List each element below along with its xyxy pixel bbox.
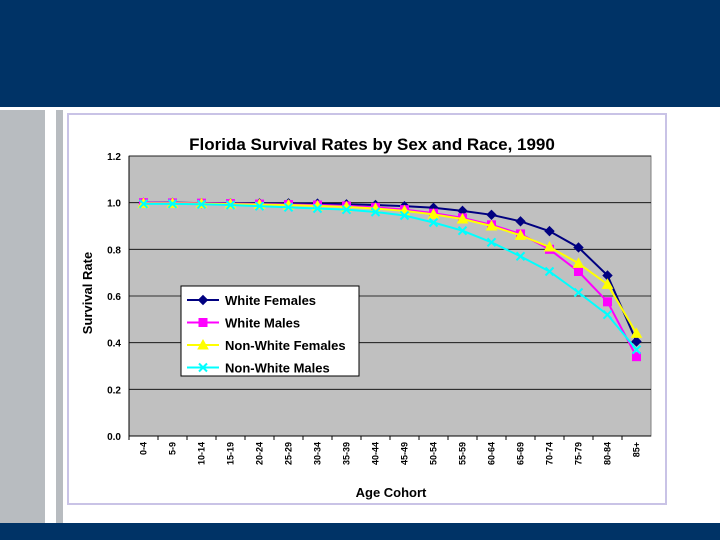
- legend-label-1: White Males: [225, 316, 300, 331]
- x-tick-label-6: 30-34: [313, 442, 323, 465]
- x-tick-label-9: 45-49: [400, 442, 410, 465]
- series-3-point-6: [312, 203, 323, 214]
- series-3-point-16: [602, 309, 613, 320]
- x-tick-label-3: 15-19: [226, 442, 236, 465]
- title-band: [0, 0, 720, 107]
- legend-swatch-marker-2: [197, 338, 209, 350]
- series-2-point-12: [485, 219, 498, 231]
- series-3-point-5: [283, 202, 294, 213]
- series-3-point-3: [225, 200, 236, 210]
- series-3-point-1: [167, 199, 178, 209]
- y-tick-label-1: 0.2: [107, 385, 121, 396]
- x-tick-label-1: 5-9: [168, 442, 178, 455]
- x-tick-label-5: 25-29: [284, 442, 294, 465]
- survival-rate-chart: Florida Survival Rates by Sex and Race, …: [80, 135, 652, 500]
- series-3-point-9: [399, 210, 410, 221]
- series-line-3: [143, 202, 638, 351]
- left-decor-thin-strip: [56, 110, 63, 523]
- x-axis-label: Age Cohort: [356, 485, 427, 500]
- series-3-point-2: [196, 199, 207, 210]
- series-3-point-12: [486, 237, 497, 248]
- series-2-point-10: [427, 208, 440, 219]
- series-3-point-0: [138, 199, 149, 209]
- y-tick-label-5: 1.0: [107, 199, 121, 210]
- y-tick-label-3: 0.6: [107, 292, 121, 303]
- x-tick-label-10: 50-54: [429, 442, 439, 465]
- series-3-point-8: [370, 207, 381, 217]
- series-1-point-16: [603, 297, 612, 307]
- x-tick-label-17: 85+: [632, 442, 642, 457]
- x-tick-label-11: 55-59: [458, 442, 468, 465]
- footer-band: [0, 523, 720, 540]
- series-2-point-14: [543, 240, 556, 252]
- series-2-point-13: [514, 229, 527, 240]
- x-tick-label-16: 80-84: [603, 442, 613, 465]
- series-1-point-17: [632, 352, 641, 362]
- x-tick-label-14: 70-74: [545, 442, 555, 465]
- series-2-point-15: [572, 257, 585, 268]
- chart-title: Florida Survival Rates by Sex and Race, …: [189, 135, 555, 154]
- y-tick-label-4: 0.8: [107, 245, 121, 256]
- series-3-point-14: [544, 266, 555, 277]
- series-3-point-4: [254, 201, 265, 211]
- series-0-point-12: [486, 209, 497, 221]
- series-3-point-11: [457, 225, 468, 236]
- series-2-point-17: [630, 327, 643, 338]
- x-tick-label-15: 75-79: [574, 442, 584, 465]
- legend-label-3: Non-White Males: [225, 361, 330, 376]
- series-3-point-17: [631, 344, 642, 355]
- series-0-point-13: [515, 216, 526, 227]
- x-tick-label-8: 40-44: [371, 442, 381, 465]
- series-3-point-15: [573, 287, 584, 298]
- series-3-point-13: [515, 251, 526, 262]
- y-axis-label: Survival Rate: [80, 252, 95, 334]
- series-0-point-17: [631, 336, 642, 347]
- x-tick-label-0: 0-4: [139, 442, 149, 455]
- series-3-point-10: [428, 217, 439, 228]
- series-2-point-16: [601, 278, 614, 289]
- x-tick-label-2: 10-14: [197, 442, 207, 465]
- series-0-point-14: [544, 225, 555, 237]
- x-tick-label-13: 65-69: [516, 442, 526, 465]
- series-0-point-15: [573, 242, 584, 253]
- legend-swatch-marker-0: [197, 294, 209, 306]
- left-decor-strip: [0, 110, 45, 523]
- x-tick-label-4: 20-24: [255, 442, 265, 465]
- y-tick-label-6: 1.2: [107, 152, 121, 163]
- series-2-point-11: [456, 212, 469, 224]
- legend-label-2: Non-White Females: [225, 338, 346, 353]
- series-3-point-7: [341, 204, 352, 215]
- legend-swatch-marker-1: [198, 318, 208, 327]
- series-1-point-15: [574, 267, 583, 276]
- chart-frame: Florida Survival Rates by Sex and Race, …: [67, 113, 667, 505]
- x-tick-label-7: 35-39: [342, 442, 352, 465]
- x-tick-label-12: 60-64: [487, 442, 497, 465]
- legend-swatch-marker-3: [198, 362, 208, 373]
- legend-label-0: White Females: [225, 293, 316, 308]
- y-tick-label-0: 0.0: [107, 432, 121, 443]
- y-tick-label-2: 0.4: [107, 339, 121, 350]
